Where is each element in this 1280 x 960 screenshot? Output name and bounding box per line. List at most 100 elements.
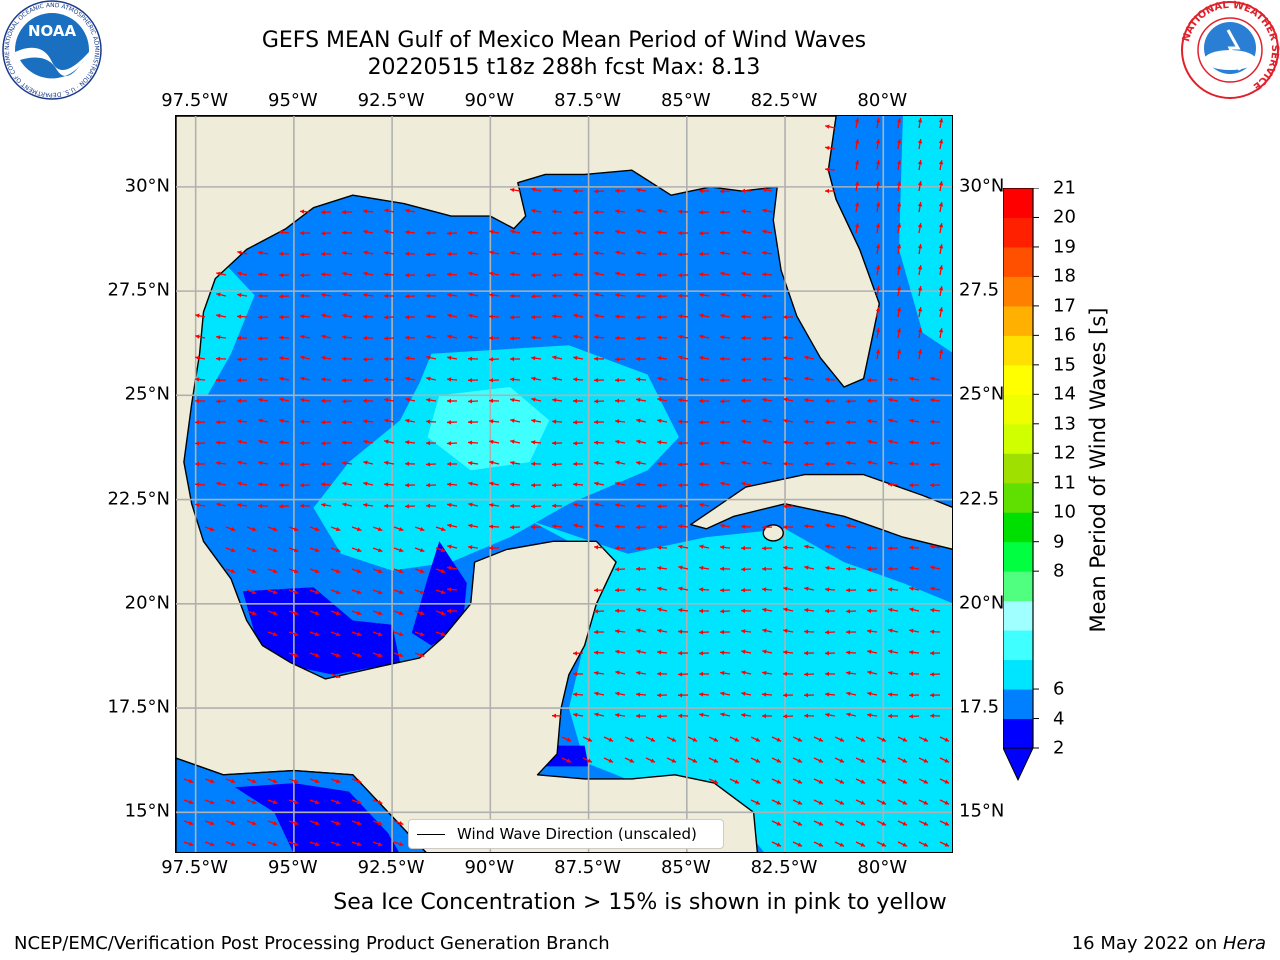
wind-wave-arrowhead xyxy=(825,671,830,677)
wind-wave-arrowhead xyxy=(888,628,893,633)
footer-host: Hera xyxy=(1222,933,1266,954)
wind-wave-arrowhead xyxy=(909,397,914,402)
wind-wave-arrowhead xyxy=(615,629,620,634)
wind-wave-arrowhead xyxy=(888,713,893,719)
wind-wave-arrowhead xyxy=(510,229,515,234)
wind-wave-arrowhead xyxy=(938,202,944,207)
wind-wave-arrowhead xyxy=(468,481,473,486)
wind-wave-arrowhead xyxy=(300,209,305,214)
wind-wave-arrowhead xyxy=(356,631,362,637)
wind-wave-arrowhead xyxy=(447,251,452,257)
wind-wave-arrowhead xyxy=(636,336,641,341)
wind-wave-arrowhead xyxy=(720,356,725,362)
colorbar-tick-label: 19 xyxy=(1053,236,1076,258)
colorbar-segment xyxy=(1003,512,1033,543)
legend-label: Wind Wave Direction (unscaled) xyxy=(457,825,697,843)
wind-wave-arrowhead xyxy=(636,713,641,719)
wind-wave-arrowhead xyxy=(363,292,368,298)
wind-wave-arrowhead xyxy=(237,314,242,319)
wind-wave-arrowhead xyxy=(804,397,809,403)
wind-wave-arrowhead xyxy=(615,229,620,235)
wind-wave-arrowhead xyxy=(405,376,410,381)
nws-logo: NATIONAL WEATHER SERVICE xyxy=(1180,0,1280,100)
wind-wave-arrowhead xyxy=(888,546,893,551)
wind-wave-arrowhead xyxy=(342,335,347,340)
wind-wave-arrowhead xyxy=(398,526,404,532)
footer-date: 16 May 2022 on Hera xyxy=(1072,933,1266,954)
wind-wave-arrowhead xyxy=(678,713,683,718)
wind-wave-arrowhead xyxy=(615,292,620,298)
wind-wave-arrowhead xyxy=(825,188,830,194)
wind-wave-arrowhead xyxy=(762,692,767,697)
wind-wave-arrowhead xyxy=(629,737,635,742)
wind-wave-arrowhead xyxy=(398,631,404,637)
wind-wave-arrowhead xyxy=(846,691,851,696)
wind-wave-arrowhead xyxy=(762,208,767,213)
wind-wave-arrowhead xyxy=(930,440,935,446)
wind-wave-arrowhead xyxy=(930,586,935,591)
wind-wave-arrowhead xyxy=(917,223,923,228)
wind-wave-arrowhead xyxy=(272,820,278,826)
wind-wave-arrowhead xyxy=(300,252,305,257)
wind-wave-arrowhead xyxy=(657,251,662,257)
wind-wave-arrowhead xyxy=(342,292,347,297)
wind-wave-arrowhead xyxy=(888,692,893,697)
wind-wave-arrowhead xyxy=(293,526,299,532)
wind-wave-arrowhead xyxy=(279,440,284,445)
wind-wave-arrowhead xyxy=(209,820,215,826)
wind-wave-arrowhead xyxy=(573,651,578,656)
wind-wave-arrowhead xyxy=(573,272,578,277)
wind-wave-arrowhead xyxy=(531,524,536,530)
noaa-logo: NATIONAL OCEANIC AND ATMOSPHERIC ADMINIS… xyxy=(0,0,102,100)
wind-wave-arrowhead xyxy=(468,419,473,425)
wind-wave-arrowhead xyxy=(678,230,683,236)
wind-wave-arrowhead xyxy=(447,441,452,446)
wind-wave-arrowhead xyxy=(342,502,347,507)
wind-wave-arrowhead xyxy=(615,419,620,424)
wind-wave-arrowhead xyxy=(762,272,767,277)
wind-wave-arrowhead xyxy=(447,461,452,467)
wind-wave-arrowhead xyxy=(314,820,320,826)
wind-wave-arrowhead xyxy=(272,631,278,637)
wind-wave-arrowhead xyxy=(510,503,515,509)
colorbar-segment xyxy=(1003,541,1033,572)
lat-tick-label-right: 15°N xyxy=(959,800,1007,822)
wind-wave-arrowhead xyxy=(678,462,683,467)
wind-wave-arrowhead xyxy=(405,397,410,402)
lon-tick-label: 92.5°W xyxy=(357,857,425,878)
wind-wave-arrowhead xyxy=(335,820,341,826)
wind-wave-arrowhead xyxy=(657,376,662,381)
wind-wave-arrowhead xyxy=(251,568,257,574)
wind-wave-arrowhead xyxy=(335,631,341,637)
wind-wave-arrowhead xyxy=(896,181,902,186)
wind-wave-arrowhead xyxy=(531,251,536,257)
wind-wave-arrowhead xyxy=(699,461,704,467)
wind-wave-arrowhead xyxy=(762,525,767,530)
wind-wave-arrowhead xyxy=(776,821,782,826)
wind-wave-arrowhead xyxy=(293,820,299,826)
wind-wave-arrowhead xyxy=(573,231,578,236)
wind-wave-arrowhead xyxy=(272,841,278,847)
wind-wave-arrowhead xyxy=(209,778,215,784)
wind-wave-arrowhead xyxy=(321,292,326,298)
wind-wave-arrowhead xyxy=(594,629,599,635)
wind-wave-arrowhead xyxy=(279,461,284,466)
lon-tick-label: 95°W xyxy=(268,90,318,111)
wind-wave-arrowhead xyxy=(468,356,473,362)
wind-wave-arrowhead xyxy=(762,607,767,613)
wind-wave-arrowhead xyxy=(573,313,578,318)
wind-wave-arrowhead xyxy=(573,398,578,404)
wind-wave-arrowhead xyxy=(938,223,944,228)
wind-wave-arrowhead xyxy=(552,252,557,257)
wind-wave-arrowhead xyxy=(573,482,578,487)
wind-wave-arrowhead xyxy=(363,460,368,465)
wind-wave-arrowhead xyxy=(300,462,305,467)
wind-wave-arrowhead xyxy=(342,209,347,215)
wind-wave-arrowhead xyxy=(846,419,851,425)
wind-wave-arrowhead xyxy=(419,526,425,532)
wind-wave-arrowhead xyxy=(335,526,341,532)
wind-wave-arrowhead xyxy=(755,800,761,805)
wind-wave-arrowhead xyxy=(405,461,410,467)
wind-wave-arrowhead xyxy=(636,525,641,530)
wind-wave-arrowhead xyxy=(888,566,893,572)
